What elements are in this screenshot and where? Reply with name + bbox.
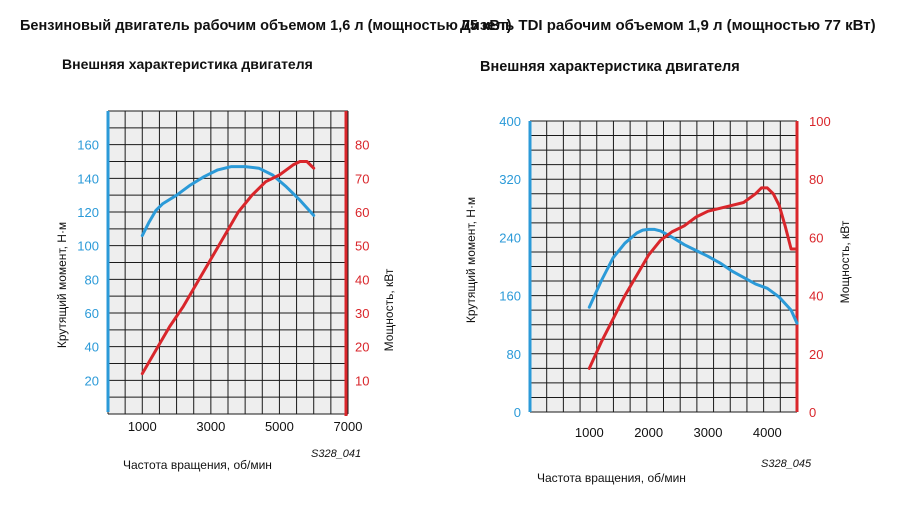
chart2-title: Внешняя характеристика двигателя: [480, 59, 740, 75]
y-right-tick-label: 20: [809, 347, 823, 362]
x-tick-label: 3000: [694, 425, 723, 440]
x-tick-label: 7000: [334, 419, 363, 434]
grid: [529, 120, 798, 413]
chart1-heading: Бензиновый двигатель рабочим объемом 1,6…: [20, 18, 512, 34]
chart2-code: S328_045: [761, 458, 812, 470]
torque-series-line: [140, 165, 316, 238]
y-left-tick-label: 140: [77, 171, 99, 186]
y-left-tick-label: 160: [499, 289, 521, 304]
y-right-tick-label: 0: [809, 405, 816, 420]
y-right-tick-label: 60: [809, 230, 823, 245]
chart1-ylabel-left: Крутящий момент, Н·м: [55, 222, 69, 348]
y-right-tick-label: 30: [355, 306, 369, 321]
y-right-tick-label: 80: [355, 138, 369, 153]
torque-series-line: [587, 227, 799, 325]
y-left-tick-label: 60: [85, 306, 99, 321]
y-right-tick-label: 70: [355, 171, 369, 186]
y-right-tick-label: 80: [809, 172, 823, 187]
y-right-tick-label: 60: [355, 205, 369, 220]
y-right-tick-label: 40: [809, 289, 823, 304]
y-left-tick-label: 400: [499, 114, 521, 129]
y-right-tick-label: 10: [355, 373, 369, 388]
chart2-ylabel-right: Мощность, кВт: [838, 220, 852, 303]
x-tick-label: 3000: [196, 419, 225, 434]
y-right-tick-label: 20: [355, 340, 369, 355]
x-tick-label: 1000: [575, 425, 604, 440]
chart2-xlabel: Частота вращения, об/мин: [537, 471, 686, 485]
x-tick-label: 4000: [753, 425, 782, 440]
y-right-tick-label: 100: [809, 114, 831, 129]
y-left-tick-label: 320: [499, 172, 521, 187]
y-left-tick-label: 100: [77, 239, 99, 254]
y-left-tick-label: 160: [77, 138, 99, 153]
y-left-tick-label: 120: [77, 205, 99, 220]
chart1-plot: 20 40 60 80 100 120 140 160 10 20 30 40 50 60 70 80 1000…: [77, 110, 369, 434]
chart1-title: Внешняя характеристика двигателя: [62, 56, 313, 72]
grid: [107, 110, 349, 415]
chart2-heading: Дизель TDI рабочим объемом 1,9 л (мощнос…: [460, 17, 876, 34]
y-left-tick-label: 240: [499, 230, 521, 245]
x-tick-label: 2000: [634, 425, 663, 440]
chart1-xlabel: Частота вращения, об/мин: [123, 458, 272, 472]
power-series-line: [140, 160, 316, 376]
chart2-ylabel-left: Крутящий момент, Н·м: [464, 197, 478, 323]
y-left-tick-label: 0: [514, 405, 521, 420]
chart1-code: S328_041: [311, 448, 361, 460]
power-series-line: [587, 186, 799, 370]
y-right-tick-label: 40: [355, 272, 369, 287]
y-right-tick-label: 50: [355, 239, 369, 254]
x-tick-label: 5000: [265, 419, 294, 434]
y-left-tick-label: 80: [507, 347, 521, 362]
x-tick-label: 1000: [128, 419, 157, 434]
y-left-tick-label: 80: [85, 272, 99, 287]
chart1-ylabel-right: Мощность, кВт: [382, 268, 396, 351]
y-left-tick-label: 40: [85, 340, 99, 355]
y-left-tick-label: 20: [85, 373, 99, 388]
